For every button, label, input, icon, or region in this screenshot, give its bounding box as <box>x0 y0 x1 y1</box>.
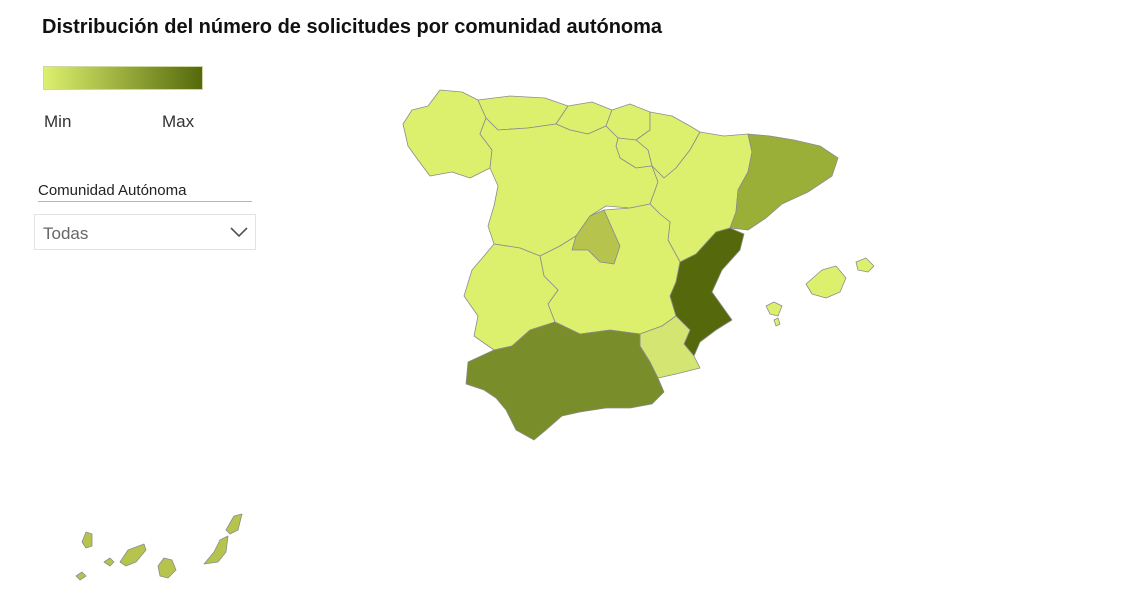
legend-min-label: Min <box>44 112 72 131</box>
comunidad-dropdown[interactable]: Todas <box>34 214 256 250</box>
region-cataluna[interactable] <box>729 133 839 231</box>
region-canarias[interactable] <box>75 513 243 581</box>
dropdown-selected-value: Todas <box>43 224 89 243</box>
region-baleares[interactable] <box>765 257 875 327</box>
legend-max-label: Max <box>162 112 195 131</box>
region-comunidad-valenciana[interactable] <box>669 227 745 357</box>
color-scale-legend <box>43 66 203 90</box>
chevron-down-icon <box>230 227 248 238</box>
page-title: Distribución del número de solicitudes p… <box>42 16 663 38</box>
slicer-label: Comunidad Autónoma <box>38 182 252 202</box>
region-murcia[interactable] <box>639 315 701 379</box>
region-galicia[interactable] <box>402 89 493 179</box>
region-andalucia[interactable] <box>465 321 665 441</box>
